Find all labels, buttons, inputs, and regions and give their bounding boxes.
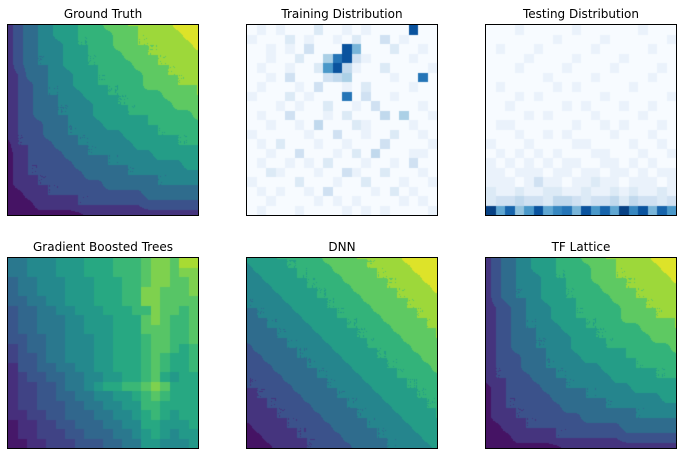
testing-distribution-title: Testing Distribution <box>522 7 639 21</box>
panel-ground-truth: Ground Truth <box>7 0 199 216</box>
tf-lattice-plot <box>485 257 677 449</box>
bottom-row: Gradient Boosted Trees DNN TF Lattice <box>0 233 684 449</box>
dnn-title: DNN <box>328 240 356 254</box>
gradient-boosted-trees-plot <box>7 257 199 449</box>
panel-dnn: DNN <box>246 233 438 449</box>
dnn-plot <box>246 257 438 449</box>
training-distribution-plot <box>246 24 438 216</box>
testing-distribution-plot <box>485 24 677 216</box>
panel-tf-lattice: TF Lattice <box>485 233 677 449</box>
ground-truth-title: Ground Truth <box>63 7 143 21</box>
ground-truth-plot <box>7 24 199 216</box>
panel-testing-distribution: Testing Distribution <box>485 0 677 216</box>
panel-gradient-boosted-trees: Gradient Boosted Trees <box>7 233 199 449</box>
top-row: Ground Truth Training Distribution Testi… <box>0 0 684 216</box>
gradient-boosted-trees-title: Gradient Boosted Trees <box>33 240 173 254</box>
training-distribution-title: Training Distribution <box>281 7 403 21</box>
panel-training-distribution: Training Distribution <box>246 0 438 216</box>
tf-lattice-title: TF Lattice <box>551 240 611 254</box>
